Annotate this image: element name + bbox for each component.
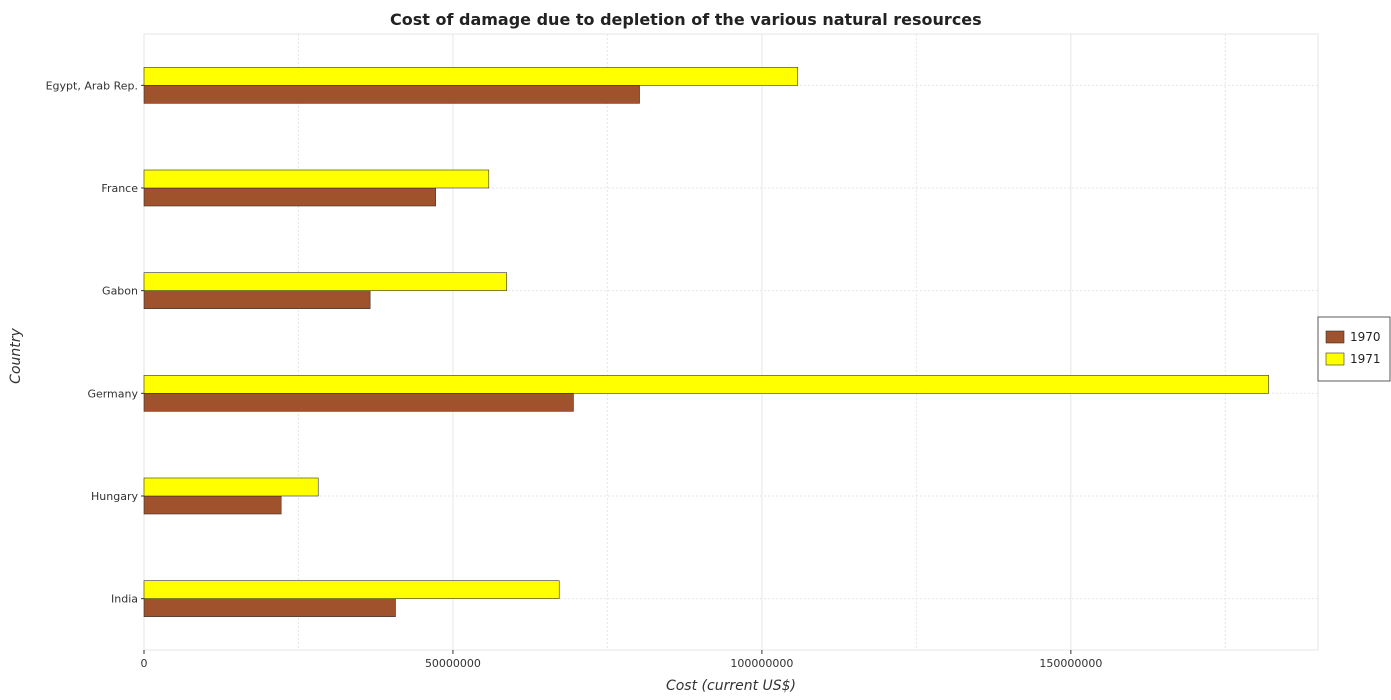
y-tick-label: Germany [87, 387, 138, 400]
bar-1970-france [143, 187, 436, 207]
x-tick-label: 0 [141, 657, 148, 670]
bar-1970-india [143, 598, 396, 617]
x-tick-label: 50000000 [425, 657, 481, 670]
x-tick-label: 150000000 [1039, 657, 1102, 670]
bar-1970-egypt-arab-rep- [143, 85, 640, 104]
legend-swatch-1970 [1325, 330, 1345, 344]
x-tick-labels: 0 50000000 100000000 150000000 [141, 650, 1102, 670]
y-tick-label: India [111, 593, 138, 606]
bar-1970-hungary [143, 495, 282, 515]
bar-1971-hungary [143, 477, 319, 497]
y-tick-label: Hungary [91, 490, 138, 503]
bar-1971-india [143, 580, 560, 599]
legend: 1970 1971 [1317, 316, 1391, 382]
y-tick-label: Gabon [102, 285, 138, 298]
bar-1971-france [143, 169, 490, 189]
x-axis-label: Cost (current US$) [666, 678, 796, 694]
bar-1970-gabon [143, 290, 371, 309]
y-axis-label: Country [8, 327, 24, 383]
legend-box [1317, 316, 1391, 382]
bar-1971-gabon [143, 272, 508, 291]
plot-frame [143, 33, 1319, 651]
bar-1970-germany [143, 393, 574, 412]
bar-1971-germany [143, 375, 1269, 394]
y-tick-labels: Egypt, Arab Rep. France Gabon Germany Hungar… [46, 79, 144, 606]
chart-title: Cost of damage due to depletion of the v… [390, 10, 982, 29]
bar-1971-egypt-arab-rep- [143, 67, 799, 86]
bars [143, 67, 1269, 617]
y-tick-label: France [101, 182, 138, 195]
legend-label-1970: 1970 [1350, 330, 1381, 344]
x-tick-label: 100000000 [730, 657, 793, 670]
legend-label-1971: 1971 [1350, 352, 1381, 366]
legend-swatch-1971 [1325, 352, 1345, 366]
y-tick-label: Egypt, Arab Rep. [46, 79, 138, 92]
grid [143, 33, 1319, 651]
